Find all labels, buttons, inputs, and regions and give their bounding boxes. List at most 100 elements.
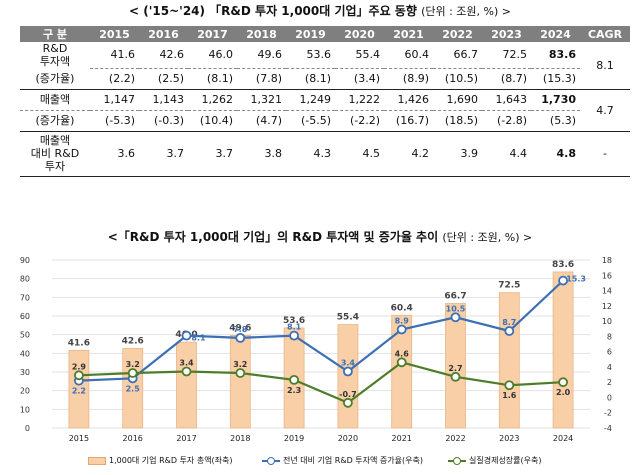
table-cell: (5.3): [531, 110, 580, 132]
point-label: 2.7: [448, 364, 462, 373]
y-right-tick-label: 12: [602, 302, 612, 311]
bar: [176, 341, 197, 429]
table-cell: 46.0: [188, 42, 237, 69]
table-header: 2021: [384, 26, 433, 42]
table-cell: (18.5): [433, 110, 482, 132]
point-label: 4.6: [395, 349, 410, 358]
table-cell: 3.8: [237, 131, 286, 177]
legend-item-growth: 전년 대비 기업 R&D 투자액 증가율(우축): [262, 455, 423, 466]
rnd-cagr: 8.1: [580, 42, 630, 90]
sales-growth-label: (증가율): [20, 110, 90, 132]
table-cell: 1,222: [335, 89, 384, 111]
table-cell: 66.7: [433, 42, 482, 69]
table-cell: (15.3): [531, 68, 580, 90]
bar: [122, 348, 144, 429]
table-cell: (16.7): [384, 110, 433, 132]
table-cell: (2.5): [139, 68, 188, 90]
bar: [229, 335, 251, 429]
point: [450, 312, 461, 323]
point-label: 2.3: [287, 386, 301, 395]
table-cell: (10.4): [188, 110, 237, 132]
bar: [68, 349, 90, 429]
point-label: 2.2: [72, 387, 86, 396]
table-header: 2016: [139, 26, 188, 42]
table-header: 2017: [188, 26, 237, 42]
bar-value-label: 49.6: [229, 323, 251, 333]
table-title: < ('15~'24) 「R&D 투자 1,000대 기업」주요 동향 (단위 …: [0, 2, 640, 19]
point: [504, 326, 515, 336]
point: [181, 330, 192, 341]
point: [235, 332, 246, 343]
table-cell: 1,147: [90, 89, 139, 111]
table-cell: (4.7): [237, 110, 286, 132]
table-cell: 4.2: [384, 131, 433, 177]
table-cell: (8.1): [286, 68, 335, 90]
y-right-tick-label: 10: [602, 317, 612, 326]
legend-label: 전년 대비 기업 R&D 투자액 증가율(우축): [283, 456, 423, 465]
table-cell: (-2.8): [482, 110, 531, 132]
x-tick-label: 2019: [284, 434, 304, 443]
table-cell: 72.5: [482, 42, 531, 69]
table-cell: 4.8: [531, 131, 580, 177]
table-cell: 1,143: [139, 89, 188, 111]
table-header: 2018: [237, 26, 286, 42]
bar: [498, 292, 520, 429]
point-label: -0.7: [339, 390, 357, 399]
ratio-cagr: -: [580, 131, 630, 177]
table-cell: 3.6: [90, 131, 139, 177]
table-cell: (7.8): [237, 68, 286, 90]
bar-value-label: 41.6: [68, 338, 90, 348]
table-cell: 4.5: [335, 131, 384, 177]
summary-table: 구 분 2015 2016 2017 2018 2019 2020 2021 2…: [20, 26, 630, 177]
gdp-line: [78, 361, 564, 405]
table-cell: 55.4: [335, 42, 384, 69]
y-right-tick-label: 16: [602, 271, 612, 280]
x-tick-label: 2021: [392, 434, 412, 443]
legend-item-gdp: 실질경제성장률(우축): [448, 455, 541, 466]
point-label: 2.5: [126, 384, 141, 393]
legend-label: 1,000대 기업 R&D 투자 총액(좌축): [109, 456, 233, 465]
x-tick-label: 2018: [230, 434, 250, 443]
sales-growth-row: (증가율) (-5.3) (-0.3) (10.4) (4.7) (-5.5) …: [20, 110, 630, 132]
rnd-label-line: R&D: [42, 42, 68, 55]
legend-swatch-gdp: [448, 456, 466, 466]
y-left-tick-label: 50: [20, 331, 30, 340]
bar-value-label: 83.6: [552, 260, 574, 270]
legend-swatch-bar: [88, 456, 106, 465]
point: [127, 368, 138, 378]
table-cell: (2.2): [90, 68, 139, 90]
growth-line: [78, 279, 564, 382]
point-label: 7.8: [233, 325, 248, 334]
bar: [552, 271, 574, 429]
y-right-tick-label: 6: [607, 348, 612, 357]
sales-cagr: 4.7: [580, 89, 630, 132]
table-cell: (10.5): [433, 68, 482, 90]
table-cell: 83.6: [531, 42, 580, 69]
point-label: 8.1: [191, 334, 206, 343]
table-cell: 49.6: [237, 42, 286, 69]
legend-swatch-growth: [262, 456, 280, 466]
table-cell: 53.6: [286, 42, 335, 69]
point-label: 2.0: [556, 388, 571, 397]
y-right-tick-label: 18: [602, 256, 612, 265]
point-label: 2.9: [72, 362, 87, 371]
table-cell: 1,690: [433, 89, 482, 111]
ratio-label-line: 대비 R&D: [30, 147, 80, 160]
rnd-growth-label: (증가율): [20, 68, 90, 90]
rnd-chart: 0 10 20 30 40 50 60 70 80 90 -4 -2 0 2 4 6 8 10 12 14 16 18 41…: [20, 256, 612, 443]
y-right-tick-label: -2: [604, 409, 612, 418]
x-tick-label: 2016: [123, 434, 143, 443]
table-title-text: < ('15~'24) 「R&D 투자 1,000대 기업」주요 동향: [129, 4, 417, 18]
table-cell: (-0.3): [139, 110, 188, 132]
table-header: CAGR: [580, 26, 630, 42]
point-label: 3.2: [126, 360, 140, 369]
legend-item-bar: 1,000대 기업 R&D 투자 총액(좌축): [88, 455, 233, 466]
table-cell: 41.6: [90, 42, 139, 69]
point: [235, 368, 246, 378]
x-tick-label: 2020: [338, 434, 358, 443]
ratio-label-line: 투자: [44, 160, 66, 173]
point-label: 10.5: [446, 304, 466, 313]
point-label: 8.1: [287, 323, 302, 332]
table-cell: 1,730: [531, 89, 580, 111]
point: [289, 374, 300, 385]
